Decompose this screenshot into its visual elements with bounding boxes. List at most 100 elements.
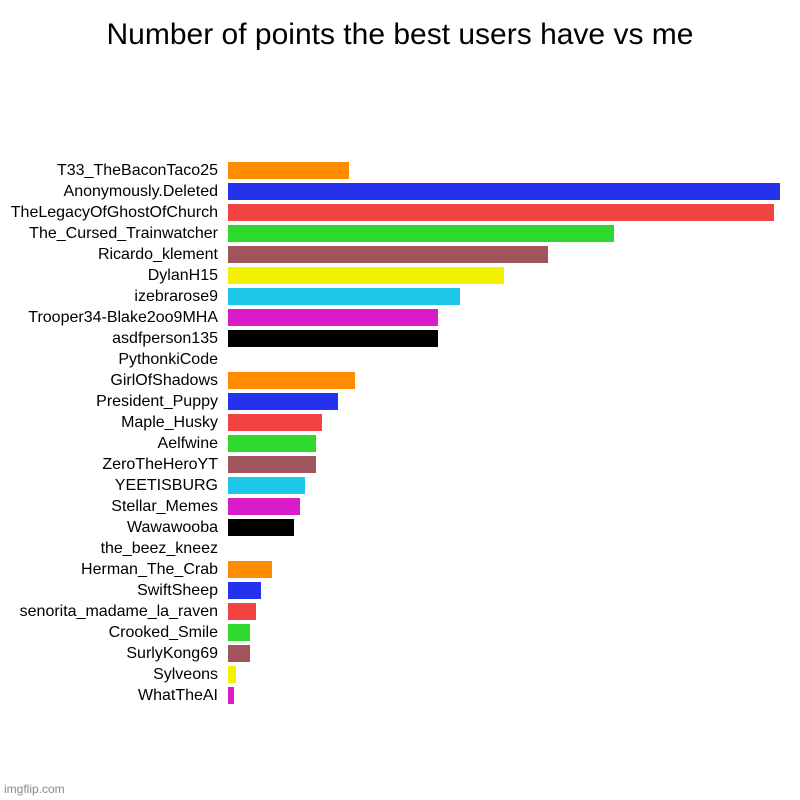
bar-track (228, 519, 780, 536)
chart-row: WhatTheAI (0, 685, 780, 706)
bar-label: GirlOfShadows (0, 372, 228, 390)
chart-row: Trooper34-Blake2oo9MHA (0, 307, 780, 328)
bar-label: DylanH15 (0, 267, 228, 285)
chart-row: asdfperson135 (0, 328, 780, 349)
bar (228, 582, 261, 599)
chart-row: ZeroTheHeroYT (0, 454, 780, 475)
bar-label: ZeroTheHeroYT (0, 456, 228, 474)
bar (228, 456, 316, 473)
chart-row: SurlyKong69 (0, 643, 780, 664)
bar (228, 540, 283, 557)
bar (228, 246, 548, 263)
bar-label: Ricardo_klement (0, 246, 228, 264)
bar-track (228, 288, 780, 305)
chart-row: GirlOfShadows (0, 370, 780, 391)
bar-label: Wawawooba (0, 519, 228, 537)
bar-label: asdfperson135 (0, 330, 228, 348)
chart-row: The_Cursed_Trainwatcher (0, 223, 780, 244)
bar (228, 687, 234, 704)
bar-track (228, 624, 780, 641)
chart-row: Anonymously.Deleted (0, 181, 780, 202)
bar-label: WhatTheAI (0, 687, 228, 705)
bar (228, 477, 305, 494)
bar (228, 204, 774, 221)
chart-title: Number of points the best users have vs … (0, 0, 800, 63)
bar (228, 225, 614, 242)
bar-label: T33_TheBaconTaco25 (0, 162, 228, 180)
bar-label: President_Puppy (0, 393, 228, 411)
bar (228, 393, 338, 410)
bar (228, 372, 355, 389)
bar (228, 288, 460, 305)
bar-label: Stellar_Memes (0, 498, 228, 516)
bar-track (228, 540, 780, 557)
bar-track (228, 414, 780, 431)
chart-row: Wawawooba (0, 517, 780, 538)
bar (228, 498, 300, 515)
bar-label: SwiftSheep (0, 582, 228, 600)
chart-row: senorita_madame_la_raven (0, 601, 780, 622)
bar-track (228, 456, 780, 473)
bar-track (228, 645, 780, 662)
chart-row: Sylveons (0, 664, 780, 685)
chart-row: TheLegacyOfGhostOfChurch (0, 202, 780, 223)
bar-track (228, 162, 780, 179)
bar (228, 330, 438, 347)
chart-row: Stellar_Memes (0, 496, 780, 517)
bar-label: The_Cursed_Trainwatcher (0, 225, 228, 243)
bar (228, 624, 250, 641)
bar-label: senorita_madame_la_raven (0, 603, 228, 621)
bar-label: TheLegacyOfGhostOfChurch (0, 204, 228, 222)
bar-track (228, 687, 780, 704)
bar (228, 162, 349, 179)
chart-row: Herman_The_Crab (0, 559, 780, 580)
chart-row: PythonkiCode (0, 349, 780, 370)
bar-track (228, 351, 780, 368)
bar-label: SurlyKong69 (0, 645, 228, 663)
bar (228, 183, 780, 200)
bar-label: Aelfwine (0, 435, 228, 453)
bar (228, 414, 322, 431)
chart-row: President_Puppy (0, 391, 780, 412)
bar-track (228, 603, 780, 620)
bar-track (228, 477, 780, 494)
bar (228, 561, 272, 578)
bar-label: Anonymously.Deleted (0, 183, 228, 201)
bar-track (228, 309, 780, 326)
bar (228, 603, 256, 620)
bar (228, 309, 438, 326)
chart-row: Aelfwine (0, 433, 780, 454)
chart-row: SwiftSheep (0, 580, 780, 601)
chart-row: DylanH15 (0, 265, 780, 286)
chart-row: the_beez_kneez (0, 538, 780, 559)
chart-row: Crooked_Smile (0, 622, 780, 643)
chart-row: Maple_Husky (0, 412, 780, 433)
bar-label: Trooper34-Blake2oo9MHA (0, 309, 228, 327)
watermark: imgflip.com (4, 782, 65, 796)
bar-track (228, 372, 780, 389)
bar-track (228, 582, 780, 599)
chart-row: T33_TheBaconTaco25 (0, 160, 780, 181)
bar-track (228, 183, 780, 200)
bar-track (228, 666, 780, 683)
chart-row: YEETISBURG (0, 475, 780, 496)
bar-track (228, 393, 780, 410)
bar (228, 519, 294, 536)
chart-row: izebrarose9 (0, 286, 780, 307)
bar (228, 435, 316, 452)
bar-track (228, 204, 780, 221)
bar-track (228, 435, 780, 452)
bar (228, 666, 236, 683)
bar-label: the_beez_kneez (0, 540, 228, 558)
bar-label: Crooked_Smile (0, 624, 228, 642)
bar (228, 645, 250, 662)
bar-track (228, 498, 780, 515)
bar-label: Maple_Husky (0, 414, 228, 432)
bar-label: Sylveons (0, 666, 228, 684)
bar-track (228, 267, 780, 284)
bar-label: izebrarose9 (0, 288, 228, 306)
chart-row: Ricardo_klement (0, 244, 780, 265)
bar-track (228, 561, 780, 578)
bar (228, 351, 388, 368)
bar-track (228, 330, 780, 347)
